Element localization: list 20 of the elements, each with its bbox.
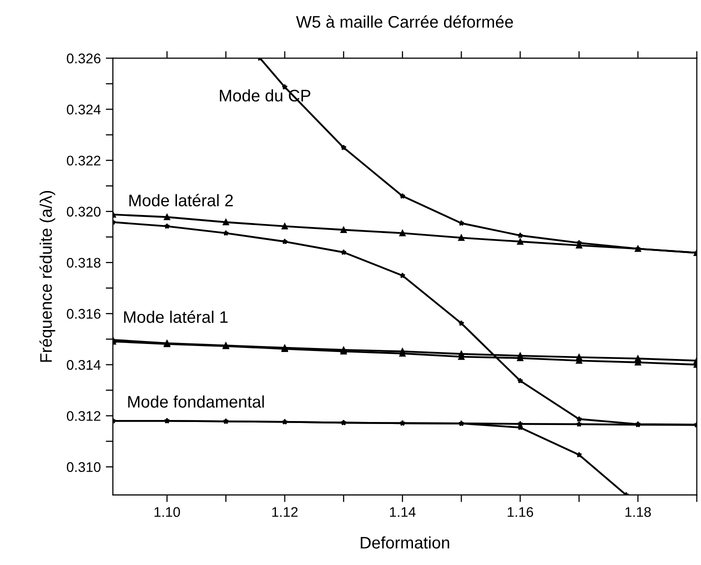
y-tick-label: 0.312 (66, 411, 100, 421)
annotation: Mode latéral 1 (124, 310, 228, 323)
chart-title: W5 à maille Carrée déformée (296, 15, 513, 28)
x-tick-label: 1.18 (625, 507, 651, 517)
y-tick-label: 0.310 (66, 462, 101, 472)
y-tick-label: 0.322 (66, 156, 100, 166)
y-tick-label: 0.326 (66, 54, 100, 64)
annotation: Mode latéral 2 (129, 194, 233, 206)
y-tick-label: 0.314 (66, 360, 101, 370)
y-tick-label: 0.324 (66, 104, 101, 114)
x-tick-label: 1.12 (272, 507, 298, 517)
x-tick-label: 1.14 (390, 507, 416, 517)
y-tick-label: 0.316 (66, 308, 100, 319)
x-tick-label: 1.16 (508, 507, 534, 517)
annotation: Mode fondamental (128, 395, 264, 408)
y-axis-title: Fréquence réduite (a/λ) (39, 190, 56, 362)
x-axis-title: Deformation (360, 536, 450, 549)
y-tick-label: 0.318 (66, 258, 100, 268)
x-tick-label: 1.10 (154, 507, 180, 517)
y-tick-label: 0.320 (66, 206, 101, 217)
